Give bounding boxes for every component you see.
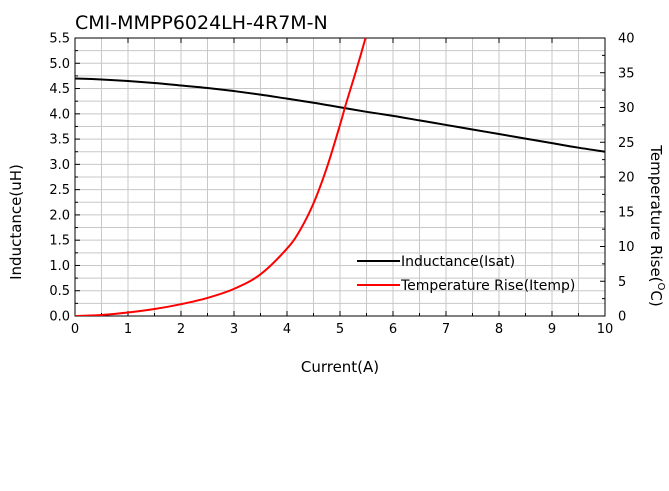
x-axis-title: Current(A) [301, 358, 379, 376]
legend-label-inductance: Inductance(Isat) [401, 254, 515, 270]
y2-tick-label: 15 [618, 205, 635, 220]
y2-axis-title-main: Temperature Rise( [647, 144, 665, 282]
series-layer [75, 38, 605, 316]
x-tick-label: 4 [283, 322, 291, 337]
y2-axis-title-superscript: O [655, 283, 666, 291]
y2-tick-label: 10 [618, 240, 635, 255]
y-tick-label: 5.5 [49, 32, 70, 47]
y-tick-label: 0.0 [49, 310, 70, 325]
x-tick-label: 9 [548, 322, 556, 337]
y2-tick-label: 30 [618, 101, 635, 116]
y-tick-label: 2.0 [49, 208, 70, 223]
y2-tick-label: 35 [618, 66, 635, 81]
x-tick-label: 6 [389, 322, 397, 337]
x-tick-label: 5 [336, 322, 344, 337]
x-tick-label: 3 [230, 322, 238, 337]
series-line-inductance [75, 77, 605, 153]
y-tick-label: 0.5 [49, 284, 70, 299]
x-tick-label: 0 [71, 322, 79, 337]
y2-axis-title: Temperature Rise(OC) [647, 144, 666, 306]
y2-tick-label: 25 [618, 136, 635, 151]
y-axis-title: Inductance(uH) [7, 164, 25, 280]
y2-axis-title-end: C) [647, 290, 665, 306]
grid [75, 38, 605, 316]
legend: Inductance(Isat) Temperature Rise(Itemp) [357, 254, 575, 294]
y2-tick-label: 0 [618, 310, 626, 325]
x-tick-label: 1 [124, 322, 132, 337]
y-tick-label: 5.0 [49, 57, 70, 72]
x-tick-label: 10 [597, 322, 614, 337]
y2-tick-label: 40 [618, 32, 635, 47]
y2-tick-label: 5 [618, 275, 626, 290]
x-tick-label: 8 [495, 322, 503, 337]
x-tick-label: 2 [177, 322, 185, 337]
x-tick-label: 7 [442, 322, 450, 337]
y-tick-label: 3.5 [49, 133, 70, 148]
y-tick-label: 1.5 [49, 234, 70, 249]
y2-tick-label: 20 [618, 171, 635, 186]
ticks: 0 1 2 3 4 5 6 7 8 9 10 0.0 0.5 1.0 1.5 2.0 2.5 3.0 3.5 4.0 4… [49, 32, 634, 338]
y-tick-label: 3.0 [49, 158, 70, 173]
y-tick-label: 1.0 [49, 259, 70, 274]
series-line-temperature-rise [75, 38, 367, 316]
y-tick-label: 4.0 [49, 107, 70, 122]
legend-label-temperature: Temperature Rise(Itemp) [400, 278, 575, 294]
y-tick-label: 2.5 [49, 183, 70, 198]
chart-title: CMI-MMPP6024LH-4R7M-N [75, 12, 328, 34]
y-tick-label: 4.5 [49, 82, 70, 97]
